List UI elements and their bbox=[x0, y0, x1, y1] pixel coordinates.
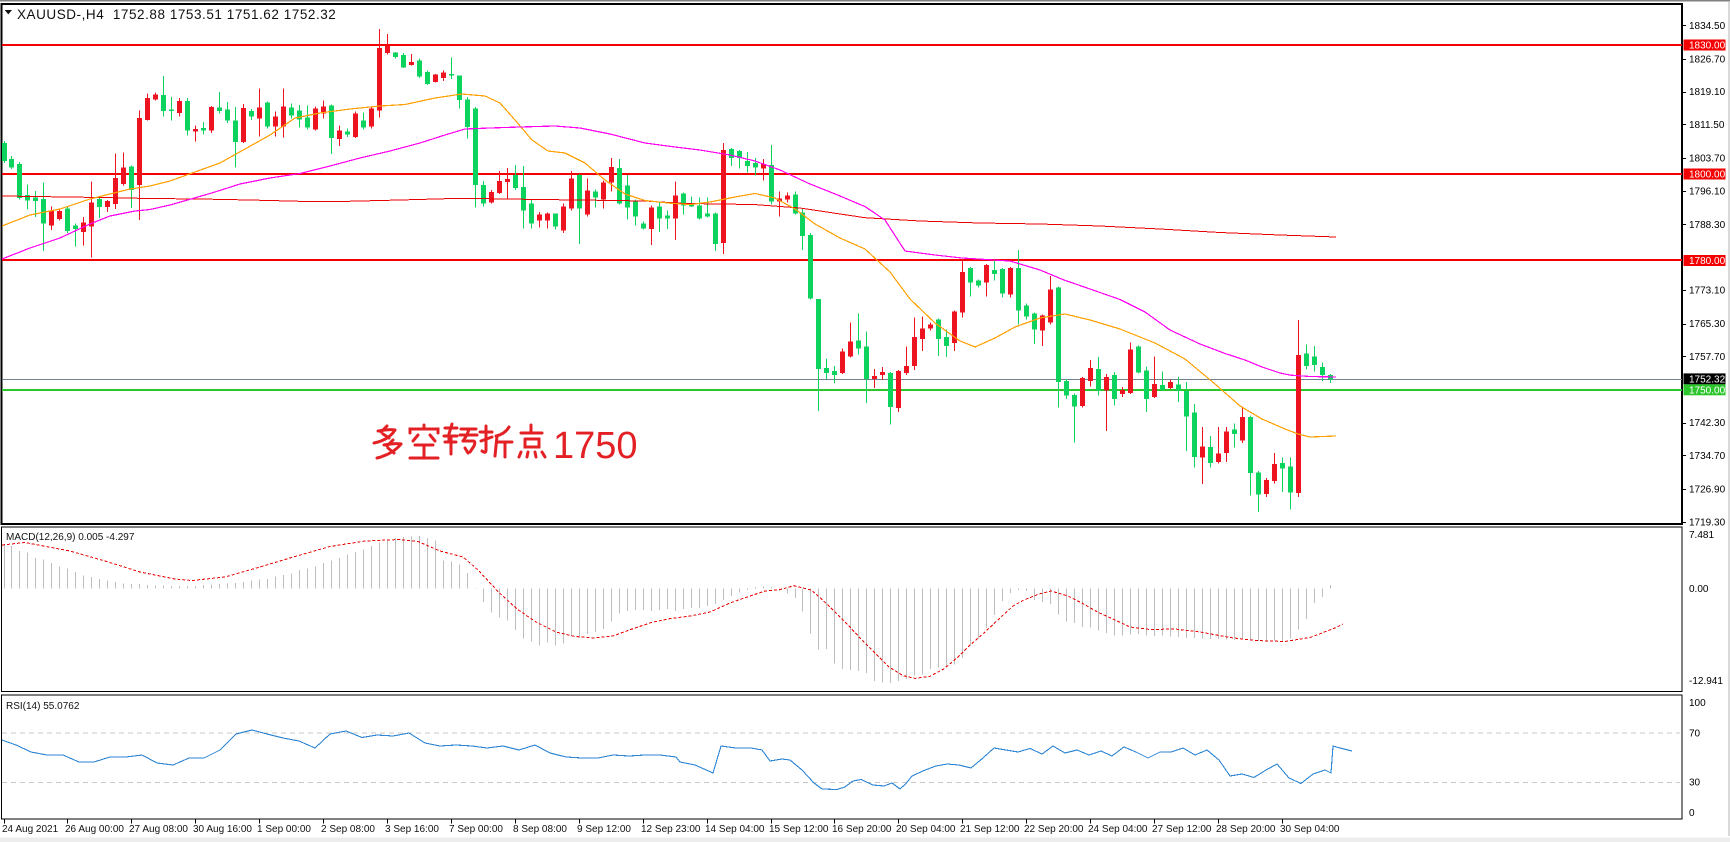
svg-text:1719.30: 1719.30 bbox=[1689, 517, 1726, 528]
svg-text:8 Sep 08:00: 8 Sep 08:00 bbox=[513, 824, 567, 835]
svg-text:16 Sep 20:00: 16 Sep 20:00 bbox=[832, 824, 892, 835]
svg-text:7 Sep 00:00: 7 Sep 00:00 bbox=[449, 824, 503, 835]
svg-text:1765.30: 1765.30 bbox=[1689, 319, 1726, 330]
svg-text:1750: 1750 bbox=[553, 425, 638, 467]
svg-text:RSI(14) 55.0762: RSI(14) 55.0762 bbox=[6, 701, 80, 712]
svg-text:28 Sep 20:00: 28 Sep 20:00 bbox=[1216, 824, 1276, 835]
svg-text:1803.70: 1803.70 bbox=[1689, 154, 1726, 165]
svg-text:1726.90: 1726.90 bbox=[1689, 485, 1726, 496]
svg-text:12 Sep 23:00: 12 Sep 23:00 bbox=[641, 824, 701, 835]
svg-text:2 Sep 08:00: 2 Sep 08:00 bbox=[321, 824, 375, 835]
svg-text:-12.941: -12.941 bbox=[1689, 676, 1723, 687]
svg-text:1834.50: 1834.50 bbox=[1689, 21, 1726, 32]
svg-text:70: 70 bbox=[1689, 728, 1701, 739]
svg-text:26 Aug 00:00: 26 Aug 00:00 bbox=[65, 824, 124, 835]
svg-text:22 Sep 20:00: 22 Sep 20:00 bbox=[1024, 824, 1084, 835]
svg-text:1 Sep 00:00: 1 Sep 00:00 bbox=[257, 824, 311, 835]
svg-text:1752.32: 1752.32 bbox=[1689, 374, 1726, 385]
svg-text:1788.30: 1788.30 bbox=[1689, 220, 1726, 231]
svg-text:15 Sep 12:00: 15 Sep 12:00 bbox=[769, 824, 829, 835]
svg-text:24 Aug 2021: 24 Aug 2021 bbox=[2, 824, 59, 835]
svg-text:27 Sep 12:00: 27 Sep 12:00 bbox=[1152, 824, 1212, 835]
svg-text:20 Sep 04:00: 20 Sep 04:00 bbox=[896, 824, 956, 835]
svg-text:1811.50: 1811.50 bbox=[1689, 120, 1725, 131]
svg-text:1734.70: 1734.70 bbox=[1689, 451, 1726, 462]
svg-text:3 Sep 16:00: 3 Sep 16:00 bbox=[385, 824, 439, 835]
svg-text:0: 0 bbox=[1689, 808, 1695, 819]
svg-text:1819.10: 1819.10 bbox=[1689, 87, 1726, 98]
svg-text:1773.10: 1773.10 bbox=[1689, 285, 1726, 296]
svg-text:1800.00: 1800.00 bbox=[1689, 170, 1726, 181]
svg-text:14 Sep 04:00: 14 Sep 04:00 bbox=[705, 824, 765, 835]
svg-text:30 Aug 16:00: 30 Aug 16:00 bbox=[193, 824, 252, 835]
svg-text:21 Sep 12:00: 21 Sep 12:00 bbox=[960, 824, 1020, 835]
svg-text:9 Sep 12:00: 9 Sep 12:00 bbox=[577, 824, 631, 835]
svg-text:1830.00: 1830.00 bbox=[1689, 41, 1726, 52]
svg-text:MACD(12,26,9) 0.005 -4.297: MACD(12,26,9) 0.005 -4.297 bbox=[6, 532, 135, 543]
svg-text:30: 30 bbox=[1689, 778, 1701, 789]
svg-text:1780.00: 1780.00 bbox=[1689, 256, 1726, 267]
svg-text:1750.00: 1750.00 bbox=[1689, 385, 1726, 396]
svg-text:1742.30: 1742.30 bbox=[1689, 418, 1726, 429]
svg-text:7.481: 7.481 bbox=[1689, 530, 1714, 541]
svg-text:27 Aug 08:00: 27 Aug 08:00 bbox=[129, 824, 188, 835]
svg-text:1796.10: 1796.10 bbox=[1689, 186, 1726, 197]
svg-text:1757.70: 1757.70 bbox=[1689, 352, 1726, 363]
svg-text:1826.70: 1826.70 bbox=[1689, 54, 1726, 65]
svg-text:100: 100 bbox=[1689, 698, 1706, 709]
svg-text:24 Sep 04:00: 24 Sep 04:00 bbox=[1088, 824, 1148, 835]
svg-text:0.00: 0.00 bbox=[1689, 584, 1709, 595]
svg-text:XAUUSD-,H4 1752.88 1753.51 17: XAUUSD-,H4 1752.88 1753.51 1751.62 1752.… bbox=[17, 7, 336, 22]
svg-text:30 Sep 04:00: 30 Sep 04:00 bbox=[1280, 824, 1340, 835]
